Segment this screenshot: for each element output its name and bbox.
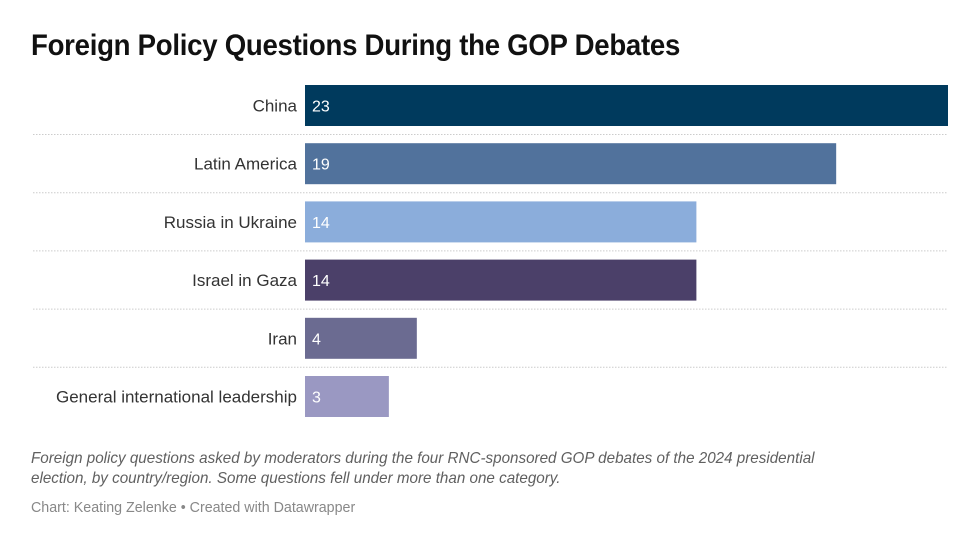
value-label: 14	[312, 215, 330, 232]
value-label: 3	[312, 390, 321, 407]
value-label: 4	[312, 331, 321, 348]
bar-iran	[305, 317, 417, 359]
bar-russia-in-ukraine	[305, 201, 697, 243]
bar-latin-america	[305, 143, 837, 185]
category-label: General international leadership	[56, 388, 297, 407]
chart-source: Chart: Keating Zelenke • Created with Da…	[31, 499, 356, 516]
category-label: Iran	[268, 329, 297, 348]
bar-general-international-leadership	[305, 376, 389, 417]
category-label: China	[253, 97, 298, 116]
chart-title: Foreign Policy Questions During the GOP …	[31, 29, 681, 62]
bar-israel-in-gaza	[305, 259, 697, 301]
chart-notes: Foreign policy questions asked by modera…	[31, 450, 815, 487]
category-label: Latin America	[194, 155, 298, 174]
category-label: Russia in Ukraine	[164, 213, 297, 232]
category-label: Israel in Gaza	[192, 271, 297, 290]
value-label: 14	[312, 273, 330, 290]
value-label: 19	[312, 157, 330, 174]
bar-china	[305, 85, 948, 126]
value-label: 23	[312, 99, 330, 116]
